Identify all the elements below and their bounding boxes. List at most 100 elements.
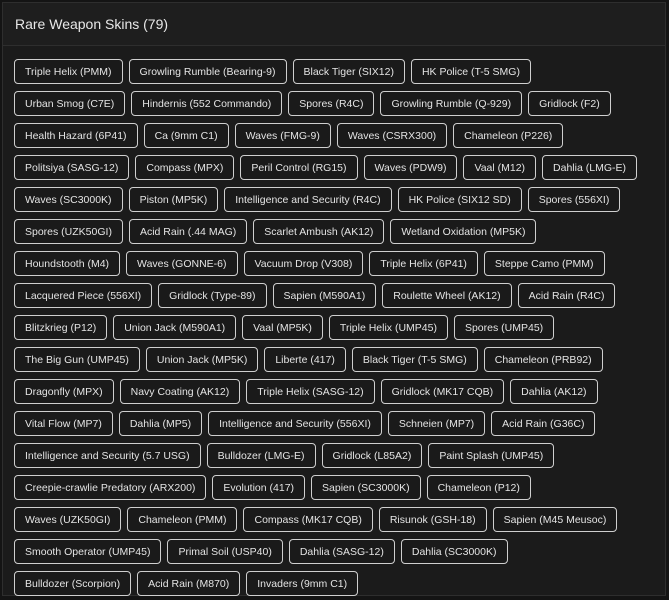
skin-button[interactable]: Chameleon (P12) (426, 475, 531, 500)
skin-button[interactable]: The Big Gun (UMP45) (14, 347, 140, 372)
skin-button[interactable]: Creepie-crawlie Predatory (ARX200) (14, 475, 207, 500)
skin-button[interactable]: Dahlia (LMG-E) (542, 155, 637, 180)
skin-button[interactable]: Acid Rain (R4C) (517, 283, 616, 308)
skin-button[interactable]: Sapien (M590A1) (272, 283, 377, 308)
skin-button[interactable]: Chameleon (PMM) (127, 507, 238, 532)
skin-button[interactable]: Wetland Oxidation (MP5K) (390, 219, 537, 244)
skin-button[interactable]: Black Tiger (SIX12) (292, 59, 405, 84)
skin-button[interactable]: Waves (UZK50GI) (14, 507, 122, 532)
skin-button[interactable]: Dahlia (SC3000K) (400, 539, 508, 564)
skin-button[interactable]: Bulldozer (Scorpion) (14, 571, 132, 596)
skin-button[interactable]: Spores (UZK50GI) (14, 219, 123, 244)
skin-button[interactable]: Spores (R4C) (288, 91, 375, 116)
skin-button[interactable]: Waves (SC3000K) (14, 187, 123, 212)
skin-button[interactable]: HK Police (SIX12 SD) (397, 187, 522, 212)
skin-button[interactable]: Gridlock (Type-89) (158, 283, 267, 308)
skin-button[interactable]: Steppe Camo (PMM) (483, 251, 605, 276)
panel-header: Rare Weapon Skins (79) (3, 3, 665, 46)
skin-row: Waves (UZK50GI) Chameleon (PMM) Compass (M… (14, 507, 665, 532)
skin-row: Blitzkrieg (P12) Union Jack (M590A1) Vaal … (14, 315, 665, 340)
skin-row: Bulldozer (Scorpion) Acid Rain (M870) Inva… (14, 571, 665, 596)
skin-row: Urban Smog (C7E) Hindernis (552 Commando)… (14, 91, 665, 116)
skin-button[interactable]: Spores (556XI) (527, 187, 621, 212)
skin-button[interactable]: Vaal (M12) (463, 155, 537, 180)
skin-row: Creepie-crawlie Predatory (ARX200) Evolut… (14, 475, 665, 500)
skin-button[interactable]: HK Police (T-5 SMG) (410, 59, 531, 84)
skin-button[interactable]: Health Hazard (6P41) (14, 123, 138, 148)
skin-button[interactable]: Vital Flow (MP7) (14, 411, 113, 436)
skin-button[interactable]: Chameleon (PRB92) (483, 347, 603, 372)
skin-button[interactable]: Piston (MP5K) (128, 187, 219, 212)
skin-button[interactable]: Smooth Operator (UMP45) (14, 539, 162, 564)
skin-button[interactable]: Compass (MK17 CQB) (243, 507, 373, 532)
skin-row: Dragonfly (MPX) Navy Coating (AK12) Triple… (14, 379, 665, 404)
skin-row: Waves (SC3000K) Piston (MP5K) Intelligence… (14, 187, 665, 212)
panel-title: Rare Weapon Skins (79) (15, 16, 169, 32)
skin-button[interactable]: Dahlia (AK12) (510, 379, 598, 404)
skin-button[interactable]: Urban Smog (C7E) (14, 91, 126, 116)
skin-button[interactable]: Black Tiger (T-5 SMG) (351, 347, 478, 372)
skin-list: Triple Helix (PMM) Growling Rumble (Beari… (3, 46, 665, 596)
skin-button[interactable]: Triple Helix (SASG-12) (246, 379, 375, 404)
skin-row: The Big Gun (UMP45) Union Jack (MP5K) Libe… (14, 347, 665, 372)
skin-button[interactable]: Roulette Wheel (AK12) (382, 283, 512, 308)
skin-button[interactable]: Waves (CSRX300) (336, 123, 448, 148)
skin-button[interactable]: Hindernis (552 Commando) (131, 91, 283, 116)
skin-button[interactable]: Politsiya (SASG-12) (14, 155, 130, 180)
skin-button[interactable]: Sapien (M45 Meusoc) (492, 507, 618, 532)
skin-button[interactable]: Lacquered Piece (556XI) (14, 283, 153, 308)
skin-button[interactable]: Compass (MPX) (135, 155, 235, 180)
skin-button[interactable]: Union Jack (M590A1) (113, 315, 237, 340)
skin-row: Health Hazard (6P41) Ca (9mm C1) Waves (FM… (14, 123, 665, 148)
skin-button[interactable]: Waves (PDW9) (363, 155, 458, 180)
skin-button[interactable]: Chameleon (P226) (453, 123, 564, 148)
skin-button[interactable]: Dragonfly (MPX) (14, 379, 114, 404)
skin-button[interactable]: Gridlock (L85A2) (321, 443, 423, 468)
skin-row: Vital Flow (MP7) Dahlia (MP5) Intelligence… (14, 411, 665, 436)
skin-button[interactable]: Scarlet Ambush (AK12) (253, 219, 385, 244)
skin-button[interactable]: Spores (UMP45) (453, 315, 555, 340)
skin-button[interactable]: Sapien (SC3000K) (311, 475, 421, 500)
skin-button[interactable]: Vaal (MP5K) (242, 315, 323, 340)
skin-button[interactable]: Risunok (GSH-18) (378, 507, 487, 532)
skin-button[interactable]: Primal Soil (USP40) (167, 539, 283, 564)
skin-button[interactable]: Dahlia (SASG-12) (288, 539, 395, 564)
skin-button[interactable]: Waves (GONNE-6) (126, 251, 238, 276)
skin-button[interactable]: Gridlock (F2) (528, 91, 611, 116)
skin-button[interactable]: Growling Rumble (Bearing-9) (128, 59, 287, 84)
skin-button[interactable]: Acid Rain (.44 MAG) (128, 219, 248, 244)
skin-button[interactable]: Triple Helix (6P41) (369, 251, 478, 276)
skin-button[interactable]: Union Jack (MP5K) (145, 347, 259, 372)
skin-button[interactable]: Schneien (MP7) (387, 411, 486, 436)
skin-button[interactable]: Waves (FMG-9) (234, 123, 331, 148)
skin-button[interactable]: Liberte (417) (264, 347, 346, 372)
skin-button[interactable]: Acid Rain (G36C) (491, 411, 596, 436)
skin-button[interactable]: Growling Rumble (Q-929) (380, 91, 523, 116)
skin-button[interactable]: Triple Helix (UMP45) (328, 315, 448, 340)
skin-button[interactable]: Ca (9mm C1) (143, 123, 229, 148)
skin-button[interactable]: Bulldozer (LMG-E) (206, 443, 316, 468)
skin-row: Intelligence and Security (5.7 USG) Bulld… (14, 443, 665, 468)
skin-row: Triple Helix (PMM) Growling Rumble (Beari… (14, 59, 665, 84)
skin-button[interactable]: Invaders (9mm C1) (246, 571, 359, 596)
skin-button[interactable]: Navy Coating (AK12) (119, 379, 241, 404)
skin-button[interactable]: Acid Rain (M870) (137, 571, 241, 596)
skin-button[interactable]: Blitzkrieg (P12) (14, 315, 108, 340)
skin-row: Houndstooth (M4) Waves (GONNE-6) Vacuum Dr… (14, 251, 665, 276)
skin-button[interactable]: Evolution (417) (212, 475, 306, 500)
skin-button[interactable]: Peril Control (RG15) (240, 155, 358, 180)
skin-row: Politsiya (SASG-12) Compass (MPX) Peril Co… (14, 155, 665, 180)
skin-row: Lacquered Piece (556XI) Gridlock (Type-89… (14, 283, 665, 308)
skin-button[interactable]: Intelligence and Security (5.7 USG) (14, 443, 201, 468)
skin-button[interactable]: Houndstooth (M4) (14, 251, 121, 276)
skin-row: Smooth Operator (UMP45) Primal Soil (USP4… (14, 539, 665, 564)
skin-row: Spores (UZK50GI) Acid Rain (.44 MAG) Scarl… (14, 219, 665, 244)
skin-button[interactable]: Triple Helix (PMM) (14, 59, 123, 84)
skin-button[interactable]: Paint Splash (UMP45) (428, 443, 555, 468)
skin-button[interactable]: Intelligence and Security (R4C) (224, 187, 392, 212)
skin-button[interactable]: Dahlia (MP5) (118, 411, 203, 436)
skin-button[interactable]: Gridlock (MK17 CQB) (380, 379, 505, 404)
skin-button[interactable]: Intelligence and Security (556XI) (208, 411, 382, 436)
skin-button[interactable]: Vacuum Drop (V308) (243, 251, 364, 276)
